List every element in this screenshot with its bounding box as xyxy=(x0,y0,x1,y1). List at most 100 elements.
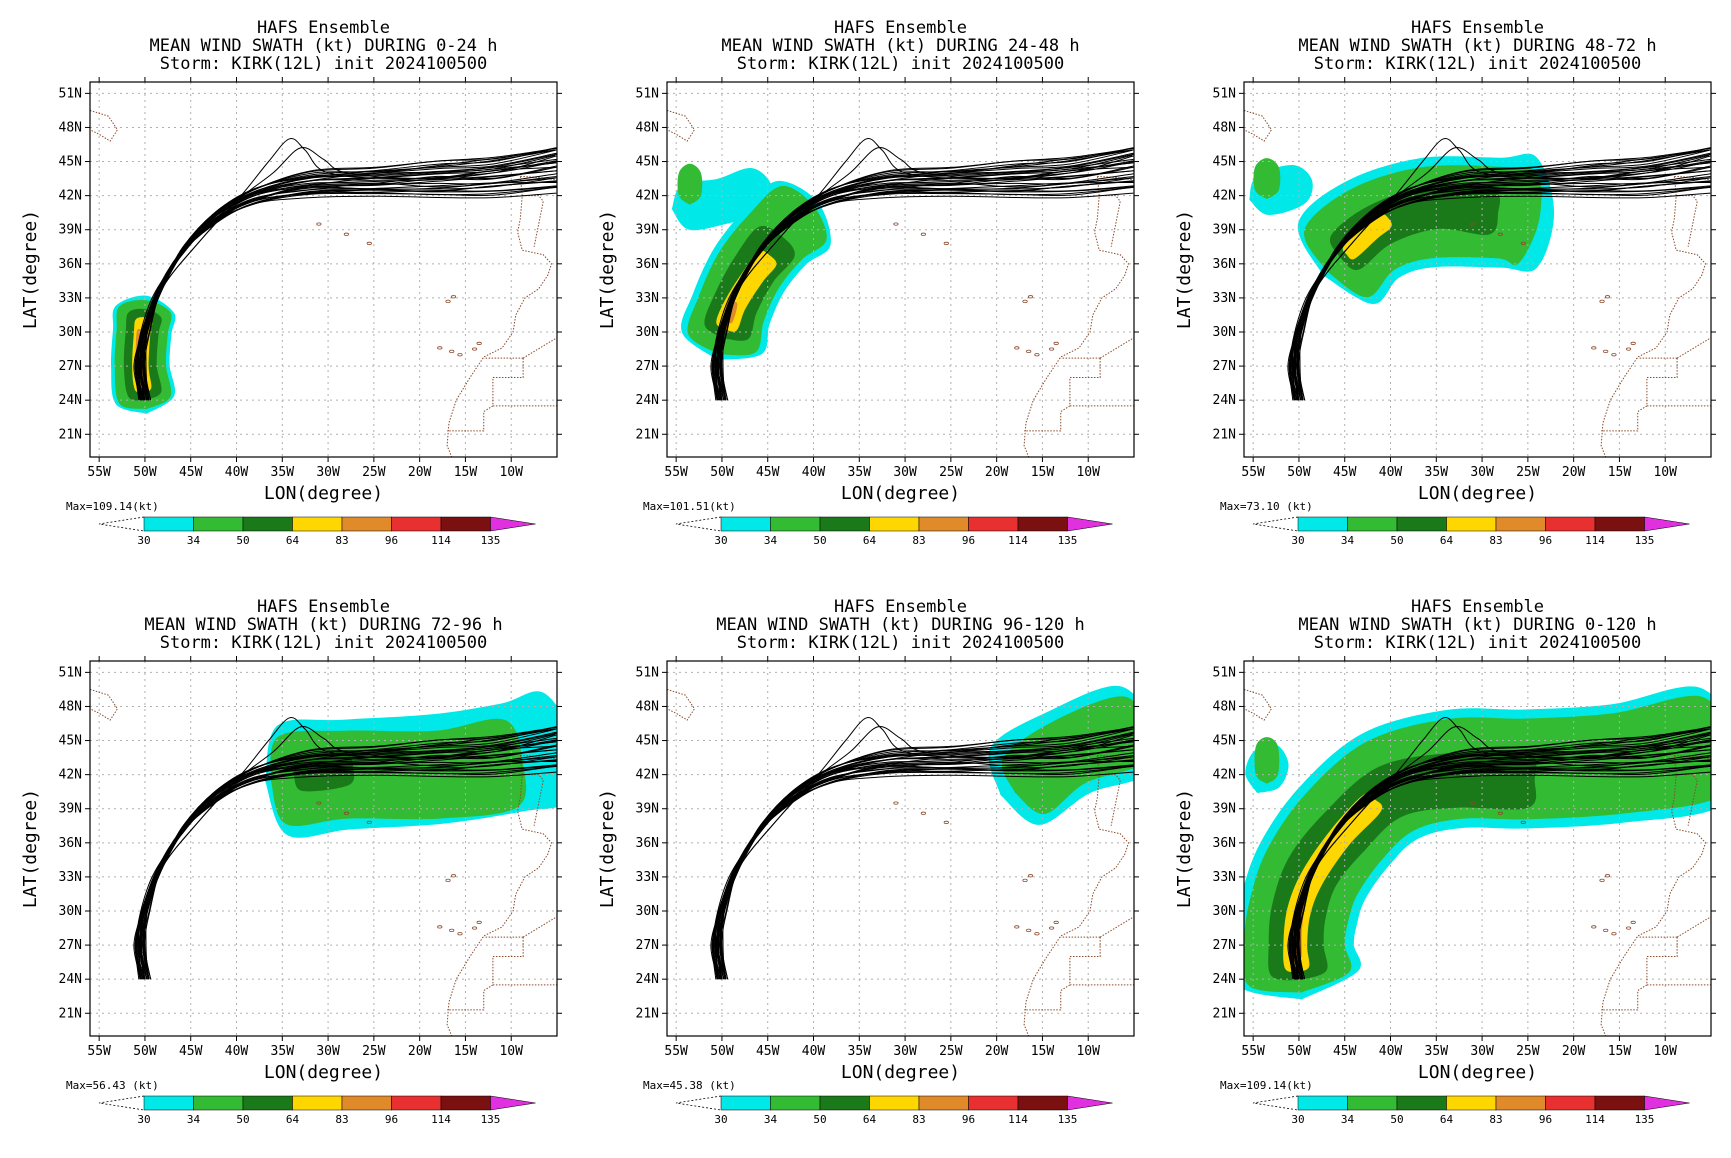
colorbar-label: 135 xyxy=(1058,1113,1078,1126)
y-tick-label: 24N xyxy=(59,972,82,987)
coastline-africa-europe xyxy=(1023,755,1130,1036)
colorbar-label: 64 xyxy=(863,1113,877,1126)
x-tick-label: 25W xyxy=(1516,1044,1540,1059)
colorbar-swatch xyxy=(1396,1095,1447,1111)
colorbar-label: 83 xyxy=(335,534,348,547)
y-tick-label: 24N xyxy=(636,393,659,408)
colorbar-swatch xyxy=(1017,1095,1068,1111)
y-tick-label: 45N xyxy=(1213,155,1236,170)
colorbar-label: 83 xyxy=(912,534,925,547)
colorbar-swatch xyxy=(1594,1095,1645,1111)
colorbar-swatch xyxy=(918,1095,969,1111)
colorbar-swatch xyxy=(720,516,771,532)
x-tick-label: 35W xyxy=(271,1044,295,1059)
coastline-newfoundland xyxy=(667,109,696,142)
y-tick-label: 42N xyxy=(1213,768,1236,783)
colorbar-over-arrow xyxy=(1644,1095,1690,1111)
x-tick-label: 50W xyxy=(710,465,734,480)
island xyxy=(343,232,349,236)
island xyxy=(449,349,455,353)
panel-title2: MEAN WIND SWATH (kt) DURING 48-72 h xyxy=(1298,36,1656,56)
panel-title3: Storm: KIRK(12L) init 2024100500 xyxy=(160,633,488,653)
colorbar-label: 114 xyxy=(1585,1113,1605,1126)
x-tick-label: 25W xyxy=(362,465,386,480)
y-tick-label: 42N xyxy=(636,768,659,783)
colorbar-label: 34 xyxy=(764,534,778,547)
colorbar-label: 114 xyxy=(431,534,451,547)
wind-swath-34 xyxy=(677,163,703,205)
x-tick-label: 30W xyxy=(316,465,340,480)
panel-title1: HAFS Ensemble xyxy=(257,597,390,617)
colorbar-label: 64 xyxy=(1440,1113,1454,1126)
colorbar-swatch xyxy=(1297,1095,1348,1111)
x-tick-label: 55W xyxy=(664,465,688,480)
map-area xyxy=(667,661,1134,1036)
ensemble-track xyxy=(716,752,1134,980)
colorbar-swatch xyxy=(242,1095,293,1111)
ensemble-track xyxy=(139,147,557,401)
ensemble-track xyxy=(134,186,557,401)
island xyxy=(449,928,455,932)
island xyxy=(437,346,443,350)
y-tick-label: 42N xyxy=(59,189,82,204)
colorbar-swatch xyxy=(819,516,870,532)
panel-title3: Storm: KIRK(12L) init 2024100500 xyxy=(1314,54,1642,74)
colorbar-label: 114 xyxy=(1585,534,1605,547)
x-tick-label: 20W xyxy=(408,465,432,480)
colorbar-swatch xyxy=(341,1095,392,1111)
island xyxy=(1026,349,1032,353)
map-area xyxy=(1244,82,1711,457)
colorbar-swatch xyxy=(1495,1095,1546,1111)
x-tick-label: 15W xyxy=(454,465,478,480)
map-frame xyxy=(1243,660,1712,1037)
colorbar-label: 64 xyxy=(863,534,877,547)
ensemble-track xyxy=(142,149,557,401)
island xyxy=(1022,878,1028,882)
island xyxy=(893,801,899,805)
y-tick-label: 30N xyxy=(59,904,82,919)
colorbar-under-arrow xyxy=(1252,516,1299,532)
panel-title1: HAFS Ensemble xyxy=(1411,18,1544,38)
map-frame xyxy=(666,81,1135,458)
colorbar-swatch xyxy=(391,1095,442,1111)
island xyxy=(476,341,482,345)
y-tick-label: 27N xyxy=(59,938,82,953)
x-tick-label: 10W xyxy=(1076,1044,1100,1059)
island xyxy=(316,222,322,226)
wind-swath-64 xyxy=(1342,214,1392,260)
x-tick-label: 20W xyxy=(985,465,1009,480)
island xyxy=(1520,241,1526,245)
ensemble-track xyxy=(140,162,557,401)
x-tick-label: 50W xyxy=(710,1044,734,1059)
colorbar-label: 96 xyxy=(385,534,398,547)
coastline-newfoundland xyxy=(90,109,119,142)
island xyxy=(471,347,478,351)
colorbar-swatch xyxy=(968,1095,1019,1111)
colorbar-swatch xyxy=(869,1095,920,1111)
y-tick-label: 27N xyxy=(636,359,659,374)
colorbar-swatch xyxy=(143,1095,194,1111)
colorbar-label: 114 xyxy=(1008,1113,1028,1126)
x-tick-label: 15W xyxy=(1608,465,1632,480)
y-tick-label: 36N xyxy=(59,257,82,272)
wind-swath-34 xyxy=(1254,737,1280,784)
x-tick-label: 15W xyxy=(1608,1044,1632,1059)
island xyxy=(1048,926,1055,930)
country-border xyxy=(1601,358,1678,432)
y-tick-label: 21N xyxy=(59,1006,82,1021)
country-border xyxy=(447,937,524,1011)
y-tick-label: 30N xyxy=(636,325,659,340)
y-tick-label: 21N xyxy=(1213,427,1236,442)
island xyxy=(366,820,372,824)
max-wind-label: Max=101.51(kt) xyxy=(643,500,736,513)
colorbar-swatch xyxy=(1347,1095,1398,1111)
ensemble-track xyxy=(135,185,557,401)
x-tick-label: 15W xyxy=(1031,465,1055,480)
y-tick-label: 48N xyxy=(59,120,82,135)
y-tick-label: 45N xyxy=(636,155,659,170)
panel-title3: Storm: KIRK(12L) init 2024100500 xyxy=(737,54,1065,74)
ensemble-track xyxy=(139,166,556,401)
colorbar-swatch xyxy=(1594,516,1645,532)
